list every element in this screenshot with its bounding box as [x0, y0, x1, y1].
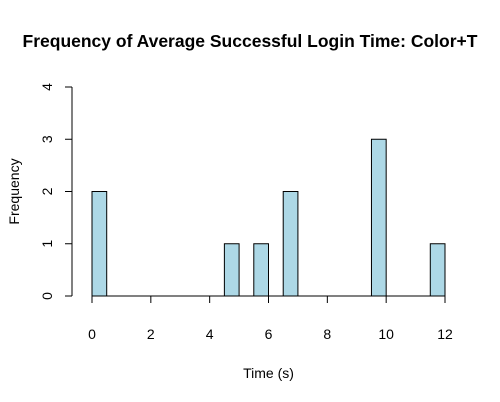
y-tick-label: 0	[39, 292, 55, 300]
x-tick-label: 4	[206, 326, 214, 342]
histogram-bar-2	[253, 243, 269, 297]
x-axis-label: Time (s)	[243, 365, 294, 381]
histogram-bar-1	[223, 243, 240, 297]
histogram-bar-4	[370, 138, 387, 297]
histogram-bar-5	[429, 243, 446, 297]
x-tick-label: 6	[265, 326, 273, 342]
y-tick-label: 1	[39, 240, 55, 248]
x-axis: 0 2 4 6 8 10 12	[88, 295, 453, 342]
chart-title: Frequency of Average Successful Login Ti…	[23, 31, 478, 51]
x-tick-label: 10	[378, 326, 394, 342]
x-tick-label: 8	[323, 326, 331, 342]
x-tick-label: 12	[437, 326, 453, 342]
histogram-bar-3	[282, 191, 299, 297]
x-tick-label: 0	[88, 326, 96, 342]
y-tick-label: 4	[39, 83, 55, 91]
histogram-bar-0	[91, 191, 108, 297]
y-axis: 0 1 2 3 4	[39, 83, 73, 300]
y-tick-label: 3	[39, 135, 55, 143]
y-tick-label: 2	[39, 187, 55, 195]
bars-group	[91, 138, 446, 297]
x-tick-label: 2	[147, 326, 155, 342]
y-axis-label: Frequency	[6, 158, 22, 224]
